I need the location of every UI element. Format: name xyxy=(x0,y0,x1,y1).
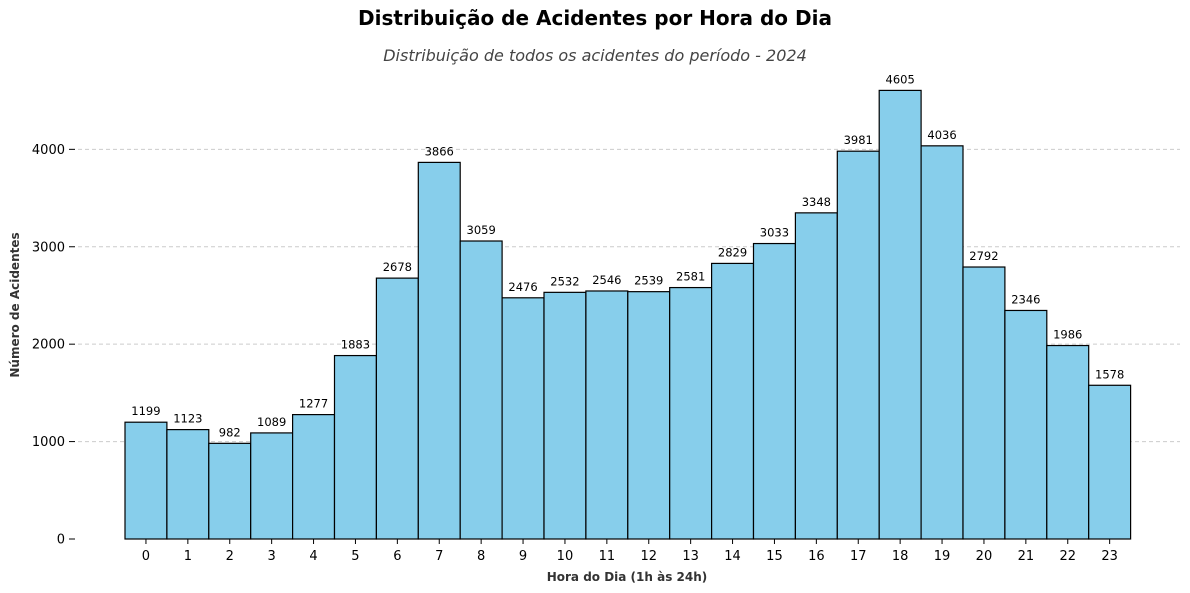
bar xyxy=(1004,309,1048,540)
data-label: 2476 xyxy=(508,280,537,294)
data-label: 2678 xyxy=(383,260,412,274)
bar xyxy=(710,262,755,540)
data-label: 1986 xyxy=(1053,328,1082,342)
bar xyxy=(417,161,461,540)
x-tick-label: 9 xyxy=(519,549,527,564)
bar xyxy=(962,266,1006,540)
data-label: 1277 xyxy=(299,397,328,411)
data-label: 982 xyxy=(219,425,241,439)
y-tick-label: 4000 xyxy=(32,143,65,158)
bar xyxy=(459,240,503,540)
bar xyxy=(1046,344,1090,540)
data-label: 3348 xyxy=(802,195,831,209)
bar xyxy=(166,429,210,540)
x-tick-label: 20 xyxy=(976,549,993,564)
x-tick-label: 1 xyxy=(184,549,192,564)
x-tick-label: 3 xyxy=(268,549,276,564)
y-tick-label: 0 xyxy=(57,533,65,548)
x-tick-label: 18 xyxy=(892,549,909,564)
data-label: 3866 xyxy=(425,144,454,158)
bar xyxy=(375,277,419,540)
chart-subtitle: Distribuição de todos os acidentes do pe… xyxy=(383,46,807,65)
data-label: 4036 xyxy=(927,128,956,142)
bar xyxy=(836,150,880,540)
x-tick-label: 13 xyxy=(682,549,699,564)
data-label: 2581 xyxy=(676,270,705,284)
x-tick-label: 4 xyxy=(309,549,317,564)
data-label: 4605 xyxy=(886,72,915,86)
data-label: 2532 xyxy=(550,274,579,288)
bar xyxy=(292,414,336,540)
bar xyxy=(250,432,294,540)
bar xyxy=(124,421,168,540)
bar xyxy=(752,242,797,540)
bar xyxy=(794,212,838,540)
data-label: 1089 xyxy=(257,415,286,429)
data-label: 1578 xyxy=(1095,367,1124,381)
x-tick-label: 17 xyxy=(850,549,867,564)
bar xyxy=(669,286,713,540)
bar xyxy=(501,297,545,540)
data-label: 3059 xyxy=(467,223,496,237)
bar xyxy=(333,354,378,540)
bar xyxy=(878,89,922,540)
data-label: 2792 xyxy=(969,249,998,263)
y-tick-label: 3000 xyxy=(32,240,65,255)
x-tick-label: 14 xyxy=(724,549,741,564)
chart-title: Distribuição de Acidentes por Hora do Di… xyxy=(358,6,832,30)
data-label: 1123 xyxy=(173,412,202,426)
x-tick-label: 10 xyxy=(557,549,574,564)
x-tick-label: 6 xyxy=(393,549,401,564)
x-tick-label: 23 xyxy=(1101,549,1118,564)
x-tick-label: 15 xyxy=(766,549,783,564)
x-tick-label: 0 xyxy=(142,549,150,564)
bars xyxy=(124,89,1132,540)
y-tick-label: 1000 xyxy=(32,435,65,450)
x-axis: 0 1 2 3 4 5 6 7 8 9 10 11 12 13 14 15 16 17 18 19 20 21 22 23 xyxy=(142,539,1118,564)
x-tick-label: 11 xyxy=(599,549,616,564)
data-label: 2539 xyxy=(634,274,663,288)
bar xyxy=(627,291,671,540)
x-tick-label: 2 xyxy=(226,549,234,564)
y-tick-label: 2000 xyxy=(32,338,65,353)
data-label: 1883 xyxy=(341,338,370,352)
data-label: 3033 xyxy=(760,226,789,240)
x-tick-label: 5 xyxy=(351,549,359,564)
bar xyxy=(543,291,587,540)
data-label: 2829 xyxy=(718,245,747,259)
data-label: 2346 xyxy=(1011,292,1040,306)
x-tick-label: 8 xyxy=(477,549,485,564)
x-tick-label: 21 xyxy=(1018,549,1035,564)
data-label: 1199 xyxy=(131,404,160,418)
x-axis-label: Hora do Dia (1h às 24h) xyxy=(547,570,708,584)
data-label: 3981 xyxy=(844,133,873,147)
x-tick-label: 19 xyxy=(934,549,951,564)
bar xyxy=(585,290,629,540)
x-tick-label: 16 xyxy=(808,549,825,564)
x-tick-label: 22 xyxy=(1059,549,1076,564)
x-tick-label: 12 xyxy=(640,549,657,564)
bar xyxy=(208,442,252,540)
data-label: 2546 xyxy=(592,273,621,287)
bar xyxy=(1088,384,1132,540)
y-axis-label: Número de Acidentes xyxy=(8,232,22,377)
x-tick-label: 7 xyxy=(435,549,443,564)
data-labels: 1199 1123 982 1089 1277 1883 2678 3866 3059 2476 2… xyxy=(131,72,1124,439)
bar xyxy=(920,145,964,540)
y-axis: 0 1000 2000 3000 4000 xyxy=(32,143,75,548)
